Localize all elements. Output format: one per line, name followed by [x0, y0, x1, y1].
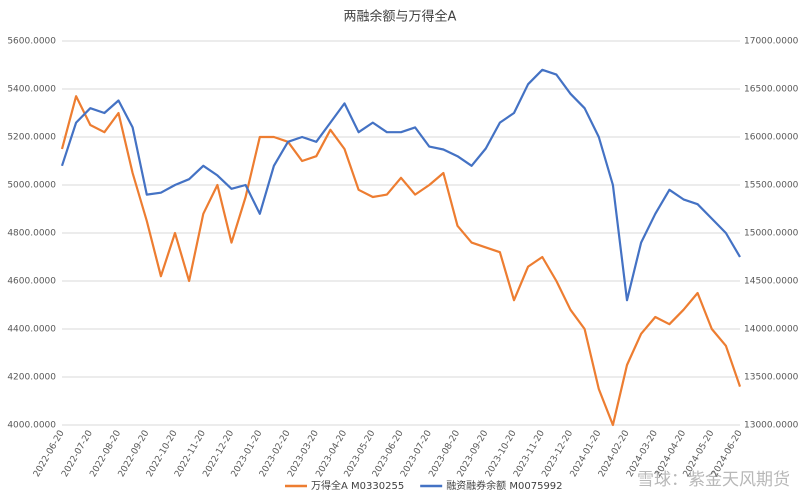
y2-tick-label: 15500.0000 [744, 181, 799, 191]
y-tick-label: 4200.0000 [7, 373, 56, 383]
y-tick-label: 5000.0000 [7, 181, 56, 191]
series-line [60, 95, 742, 427]
y-tick-label: 5600.0000 [7, 37, 56, 47]
y-tick-label: 4800.0000 [7, 229, 56, 239]
y-tick-label: 5400.0000 [7, 85, 56, 95]
y2-tick-label: 15000.0000 [744, 229, 799, 239]
y-tick-label: 4600.0000 [7, 277, 56, 287]
y2-tick-label: 16000.0000 [744, 133, 799, 143]
y2-tick-label: 14000.0000 [744, 325, 799, 335]
y2-tick-label: 14500.0000 [744, 277, 799, 287]
legend-label: 万得全A M0330255 [311, 479, 404, 492]
chart-title: 两融余额与万得全A [344, 9, 457, 25]
y2-tick-label: 17000.0000 [744, 37, 799, 47]
y-tick-label: 4400.0000 [7, 325, 56, 335]
y-tick-label: 4000.0000 [7, 421, 56, 431]
watermark: 雪球：紫金天风期货 [637, 470, 790, 490]
series-line [60, 68, 741, 302]
legend-label: 融资融券余额 M0075992 [446, 479, 562, 492]
y2-tick-label: 13500.0000 [744, 373, 799, 383]
y-tick-label: 5200.0000 [7, 133, 56, 143]
y2-tick-label: 13000.0000 [744, 421, 799, 431]
y2-tick-label: 16500.0000 [744, 85, 799, 95]
